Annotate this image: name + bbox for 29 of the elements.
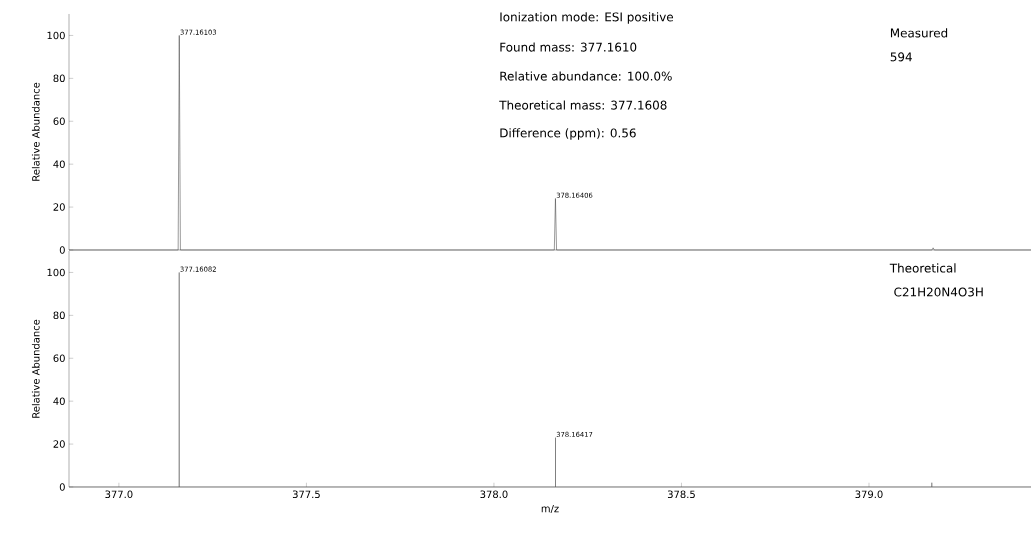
y-tick-label: 80 (53, 74, 65, 83)
y-tick-label: 40 (53, 160, 65, 168)
y-axis-title: Relative Abundance (31, 319, 40, 418)
y-tick-label: 80 (53, 311, 65, 320)
y-tick-label: 0 (59, 246, 65, 254)
x-tick-label: 379.0 (855, 490, 883, 499)
annotation: C21H20N4O3H (894, 287, 983, 297)
annotation: Theoretical (889, 263, 956, 273)
y-axis-title: Relative Abundance (31, 82, 40, 181)
y-tick-label: 60 (53, 117, 65, 126)
annotation: Relative abundance: 100.0% (500, 71, 672, 81)
x-tick-label: 378.0 (480, 490, 508, 499)
x-axis-title: m/z (541, 504, 559, 514)
x-tick-label: 377.5 (292, 490, 320, 499)
y-tick-label: 0 (59, 483, 65, 491)
x-tick-label: 378.5 (667, 490, 695, 499)
annotation: Measured (890, 28, 948, 38)
y-tick-label: 100 (47, 31, 65, 40)
y-tick-label: 100 (47, 268, 65, 277)
y-tick-label: 20 (53, 203, 65, 211)
annotation: 594 (890, 52, 912, 62)
x-tick-label: 377.0 (105, 490, 133, 499)
y-tick-label: 20 (53, 440, 65, 448)
y-tick-label: 40 (53, 397, 65, 405)
annotation: Found mass: 377.1610 (500, 42, 637, 52)
annotation: Theoretical mass: 377.1608 (499, 100, 667, 110)
annotation: Difference (ppm): 0.56 (500, 128, 636, 140)
annotation: Ionization mode: ESI positive (500, 12, 674, 24)
y-tick-label: 60 (53, 354, 65, 363)
